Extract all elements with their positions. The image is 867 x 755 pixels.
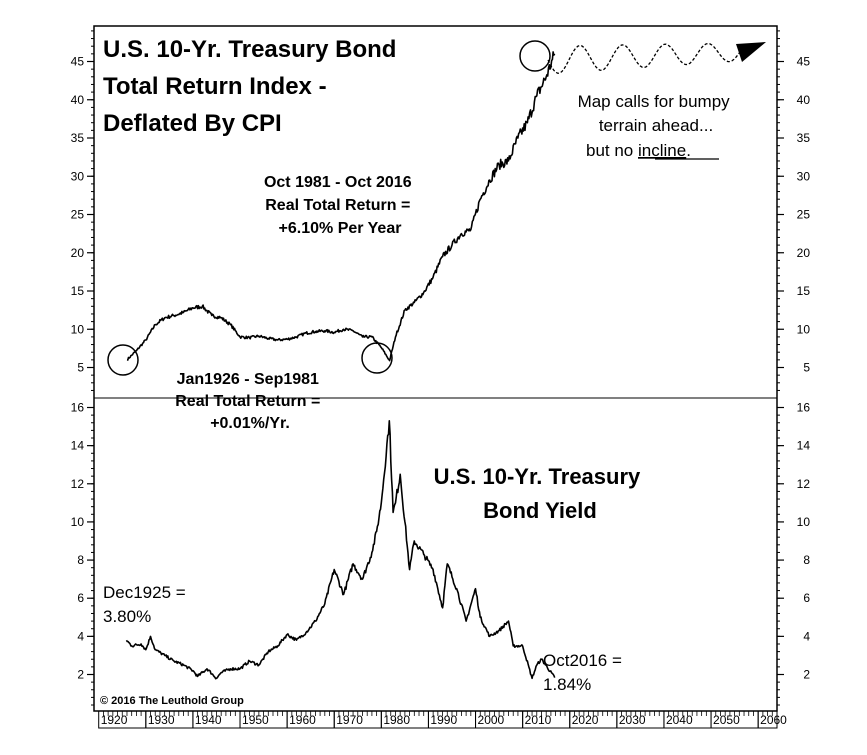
y-tick-label-left: 8 <box>77 553 84 567</box>
y-tick-label-left: 2 <box>77 668 84 682</box>
flat-annotation: Jan1926 - Sep1981 Real Total Return = +0… <box>175 371 325 432</box>
rise-annotation-line-1: Oct 1981 - Oct 2016 <box>264 174 412 191</box>
top-panel-title: U.S. 10-Yr. Treasury Bond Total Return I… <box>103 36 403 137</box>
y-tick-label-left: 20 <box>71 246 85 260</box>
bottom-title-line-1: U.S. 10-Yr. Treasury <box>434 464 641 489</box>
x-tick-label: 2030 <box>619 713 646 727</box>
series-line-yield <box>125 420 556 680</box>
x-tick-label: 2060 <box>760 713 787 727</box>
top-title-line-1: U.S. 10-Yr. Treasury Bond <box>103 36 396 63</box>
x-tick-label: 2040 <box>666 713 693 727</box>
outlook-annotation: Map calls for bumpy terrain ahead... <box>578 92 735 135</box>
y-tick-label-left: 10 <box>71 515 85 529</box>
flat-annotation-line-2: Real Total Return = <box>175 393 320 410</box>
y-tick-label-right: 40 <box>797 93 811 107</box>
x-tick-label: 1920 <box>101 713 128 727</box>
y-tick-label-right: 6 <box>803 591 810 605</box>
y-tick-label-left: 35 <box>71 131 85 145</box>
x-tick-label: 1940 <box>195 713 222 727</box>
x-tick-label: 1970 <box>336 713 363 727</box>
y-tick-label-right: 2 <box>803 668 810 682</box>
outlook-text-prefix: but no <box>586 141 638 160</box>
forecast-arrowhead <box>736 42 766 62</box>
x-tick-label: 1990 <box>430 713 457 727</box>
forecast-wave <box>547 42 741 74</box>
tick-layer: 5 5 10 10 15 15 20 20 25 25 30 30 35 35 40 40 45 45 2 2 4 4 6 6… <box>71 30 811 706</box>
y-tick-label-right: 8 <box>803 553 810 567</box>
end-2016-circle <box>519 40 551 72</box>
x-tick-label: 2010 <box>525 713 552 727</box>
y-tick-label-left: 40 <box>71 93 85 107</box>
y-tick-label-right: 15 <box>797 284 811 298</box>
y-tick-label-left: 30 <box>71 169 85 183</box>
top-title-line-3: Deflated By CPI <box>103 110 282 137</box>
y-tick-label-right: 10 <box>797 322 811 336</box>
y-tick-label-right: 35 <box>797 131 811 145</box>
series-line-total-return <box>126 51 556 362</box>
top-title-line-2: Total Return Index - <box>103 73 327 100</box>
rise-annotation: Oct 1981 - Oct 2016 Real Total Return = … <box>264 174 416 237</box>
y-tick-label-left: 10 <box>71 322 85 336</box>
y-tick-label-left: 6 <box>77 591 84 605</box>
y-tick-label-right: 45 <box>797 55 811 69</box>
y-tick-label-right: 30 <box>797 169 811 183</box>
copyright: © 2016 The Leuthold Group <box>100 695 244 707</box>
y-tick-label-right: 14 <box>797 439 811 453</box>
y-tick-label-right: 20 <box>797 246 811 260</box>
outlook-annotation-line-3: but no incline. <box>586 141 691 160</box>
x-tick-label: 2050 <box>713 713 740 727</box>
outlook-annotation-line-1: Map calls for bumpy <box>578 92 731 111</box>
outlook-text-incline: incline <box>638 141 686 160</box>
rise-annotation-line-3: +6.10% Per Year <box>279 220 402 237</box>
y-tick-label-right: 5 <box>803 361 810 375</box>
y-tick-label-right: 25 <box>797 208 811 222</box>
y-tick-label-left: 16 <box>71 401 85 415</box>
yield-end-line-1: Oct2016 = <box>543 651 622 670</box>
y-tick-label-right: 16 <box>797 401 811 415</box>
outlook-text-period: . <box>686 141 691 160</box>
bottom-title-line-2: Bond Yield <box>483 498 597 523</box>
rise-annotation-line-2: Real Total Return = <box>265 197 410 214</box>
y-tick-label-right: 12 <box>797 477 811 491</box>
flat-annotation-line-3: +0.01%/Yr. <box>210 415 290 432</box>
y-tick-label-left: 45 <box>71 55 85 69</box>
y-tick-label-right: 10 <box>797 515 811 529</box>
y-tick-label-left: 25 <box>71 208 85 222</box>
y-tick-label-left: 14 <box>71 439 85 453</box>
x-tick-label: 2020 <box>572 713 599 727</box>
bottom-panel-title: U.S. 10-Yr. Treasury Bond Yield <box>434 464 647 523</box>
outlook-annotation-line-2: terrain ahead... <box>599 116 713 135</box>
bottom-1981-circle <box>361 342 393 374</box>
yield-end-line-2: 1.84% <box>543 675 591 694</box>
yield-start-annotation: Dec1925 = 3.80% <box>103 583 190 626</box>
x-axis: 1920 1930 1940 1950 1960 1970 1980 1990 2000 2010… <box>98 710 787 729</box>
yield-end-annotation: Oct2016 = 1.84% <box>543 651 627 694</box>
x-tick-label: 1950 <box>242 713 269 727</box>
x-tick-label: 2000 <box>478 713 505 727</box>
y-tick-label-right: 4 <box>803 629 810 643</box>
y-tick-label-left: 12 <box>71 477 85 491</box>
x-tick-label: 1930 <box>148 713 175 727</box>
x-tick-label: 1980 <box>383 713 410 727</box>
flat-annotation-line-1: Jan1926 - Sep1981 <box>177 371 319 388</box>
start-circle <box>107 344 139 376</box>
y-tick-label-left: 5 <box>77 361 84 375</box>
y-tick-label-left: 4 <box>77 629 84 643</box>
x-tick-label: 1960 <box>289 713 316 727</box>
yield-start-line-2: 3.80% <box>103 607 151 626</box>
y-tick-label-left: 15 <box>71 284 85 298</box>
yield-start-line-1: Dec1925 = <box>103 583 186 602</box>
series-layer <box>125 51 556 680</box>
